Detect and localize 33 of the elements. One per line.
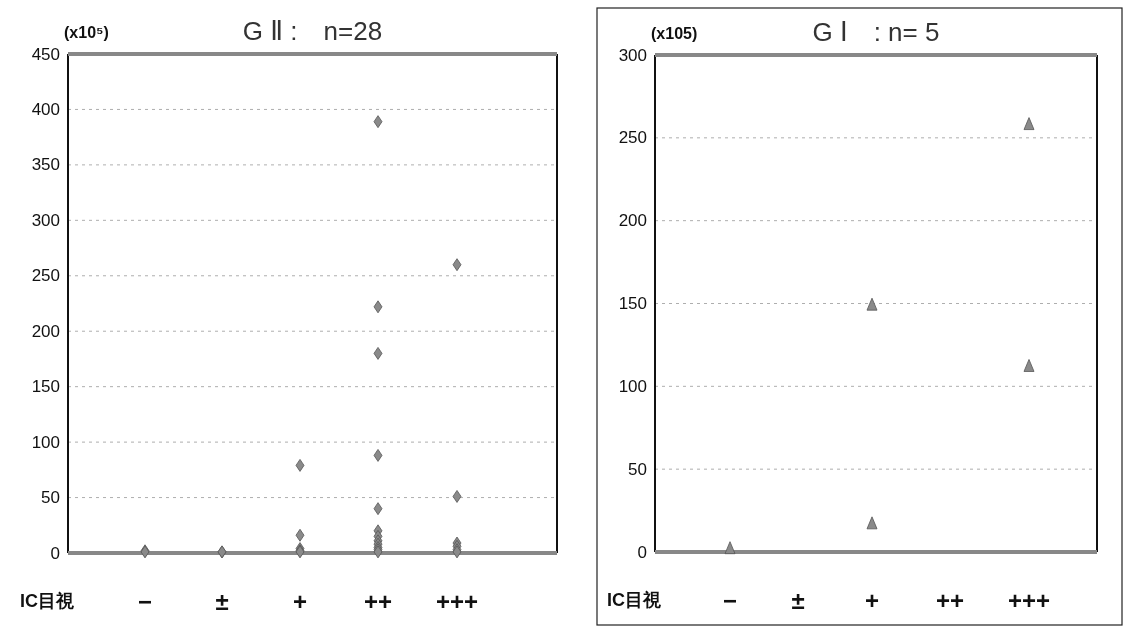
- y-tick-label: 50: [628, 459, 647, 479]
- y-tick-label: 200: [618, 211, 647, 231]
- y-tick-label: 0: [50, 543, 60, 563]
- x-tick-label: ++: [363, 587, 393, 615]
- y-tick-label: 200: [31, 321, 60, 341]
- chart-title: G Ⅰ : n= 5: [812, 17, 940, 47]
- y-axis-title: (x105): [651, 25, 698, 42]
- y-tick-label: 0: [637, 542, 647, 562]
- x-tick-label: +++: [1007, 586, 1051, 614]
- x-tick-label: +: [292, 587, 308, 615]
- y-tick-label: 350: [31, 155, 60, 175]
- x-tick-label: ±: [215, 587, 229, 615]
- x-tick-label: −: [722, 586, 738, 614]
- y-tick-label: 100: [31, 432, 60, 452]
- y-tick-label: 450: [31, 44, 60, 64]
- y-tick-label: 100: [618, 376, 647, 396]
- y-tick-label: 50: [41, 488, 60, 508]
- y-tick-label: 150: [618, 294, 647, 313]
- y-tick-label: 250: [618, 128, 647, 148]
- x-tick-label: +: [864, 586, 880, 614]
- x-tick-label: ++: [935, 586, 965, 614]
- y-tick-label: 300: [618, 45, 647, 65]
- x-tick-label: ±: [791, 586, 805, 614]
- x-axis-title: IC目視: [20, 591, 74, 611]
- y-axis-title: (x10⁵): [64, 24, 109, 41]
- y-tick-label: 150: [31, 377, 60, 397]
- y-tick-label: 250: [31, 266, 60, 286]
- y-tick-label: 400: [31, 99, 60, 119]
- y-tick-label: 300: [31, 210, 60, 230]
- x-axis-title: IC目視: [607, 590, 661, 610]
- chart-title: G Ⅱ : n=28: [242, 16, 383, 46]
- x-tick-label: −: [137, 587, 153, 615]
- x-tick-label: +++: [435, 587, 479, 615]
